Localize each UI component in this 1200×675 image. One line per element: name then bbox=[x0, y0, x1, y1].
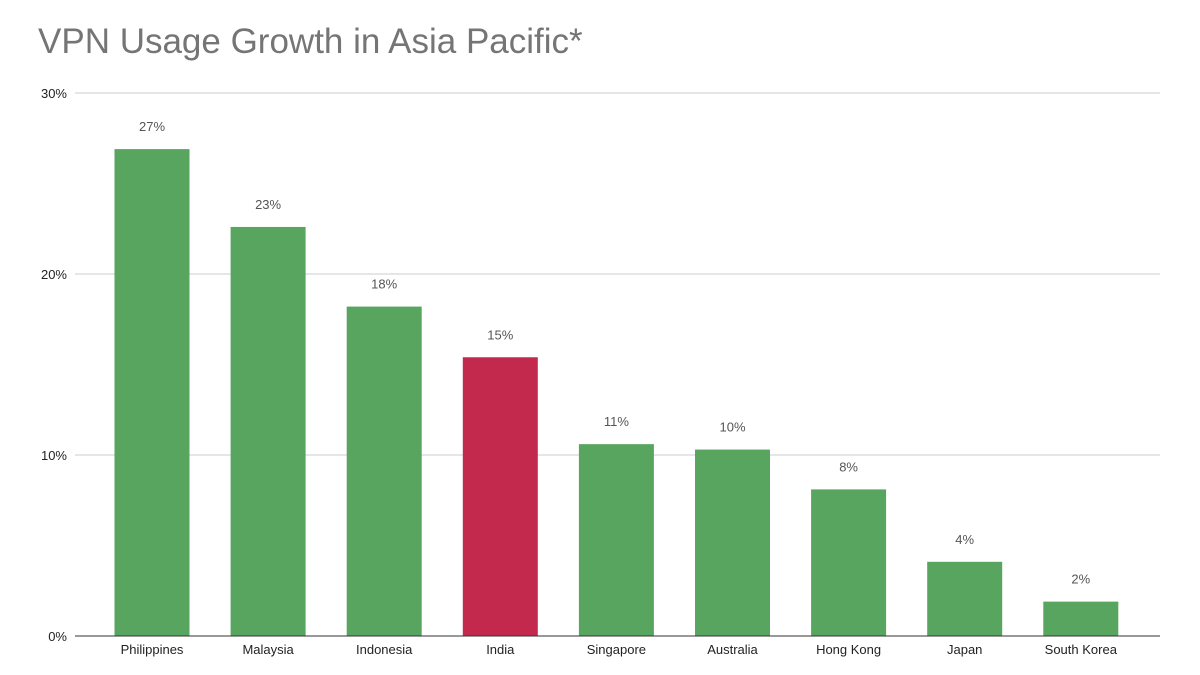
y-tick-label: 0% bbox=[48, 629, 67, 644]
data-labels: 27% 23% 18% 15% 11% 10% 8% 4% 2% bbox=[139, 119, 1091, 587]
bar bbox=[346, 306, 422, 636]
x-tick-label: South Korea bbox=[1045, 642, 1118, 657]
data-label: 8% bbox=[839, 459, 858, 474]
bar bbox=[811, 489, 887, 636]
y-tick-label: 10% bbox=[41, 448, 67, 463]
data-label: 2% bbox=[1071, 572, 1090, 587]
data-label: 10% bbox=[719, 420, 745, 435]
bar bbox=[114, 149, 190, 637]
y-tick-label: 20% bbox=[41, 267, 67, 282]
y-tick-label: 30% bbox=[41, 86, 67, 101]
bars bbox=[114, 149, 1119, 637]
bar bbox=[462, 357, 538, 636]
data-label: 23% bbox=[255, 197, 281, 212]
x-tick-label: Singapore bbox=[587, 642, 646, 657]
x-axis-tick-labels: Philippines Malaysia Indonesia India Singapo… bbox=[121, 642, 1118, 657]
data-label: 11% bbox=[604, 414, 629, 429]
data-label: 15% bbox=[487, 327, 513, 342]
bar bbox=[1043, 601, 1119, 636]
x-tick-label: Hong Kong bbox=[816, 642, 881, 657]
x-tick-label: Australia bbox=[707, 642, 758, 657]
bar bbox=[230, 226, 306, 636]
x-tick-label: Indonesia bbox=[356, 642, 413, 657]
data-label: 4% bbox=[955, 532, 974, 547]
bar bbox=[578, 444, 654, 636]
x-tick-label: Japan bbox=[947, 642, 982, 657]
data-label: 27% bbox=[139, 119, 165, 134]
x-tick-label: Philippines bbox=[121, 642, 184, 657]
bar bbox=[695, 449, 770, 636]
bar bbox=[927, 561, 1003, 636]
x-tick-label: Malaysia bbox=[242, 642, 294, 657]
y-axis-tick-labels: 0% 10% 20% 30% bbox=[41, 86, 67, 644]
chart-title: VPN Usage Growth in Asia Pacific* bbox=[38, 22, 583, 61]
data-label: 18% bbox=[371, 277, 397, 292]
x-tick-label: India bbox=[486, 642, 515, 657]
